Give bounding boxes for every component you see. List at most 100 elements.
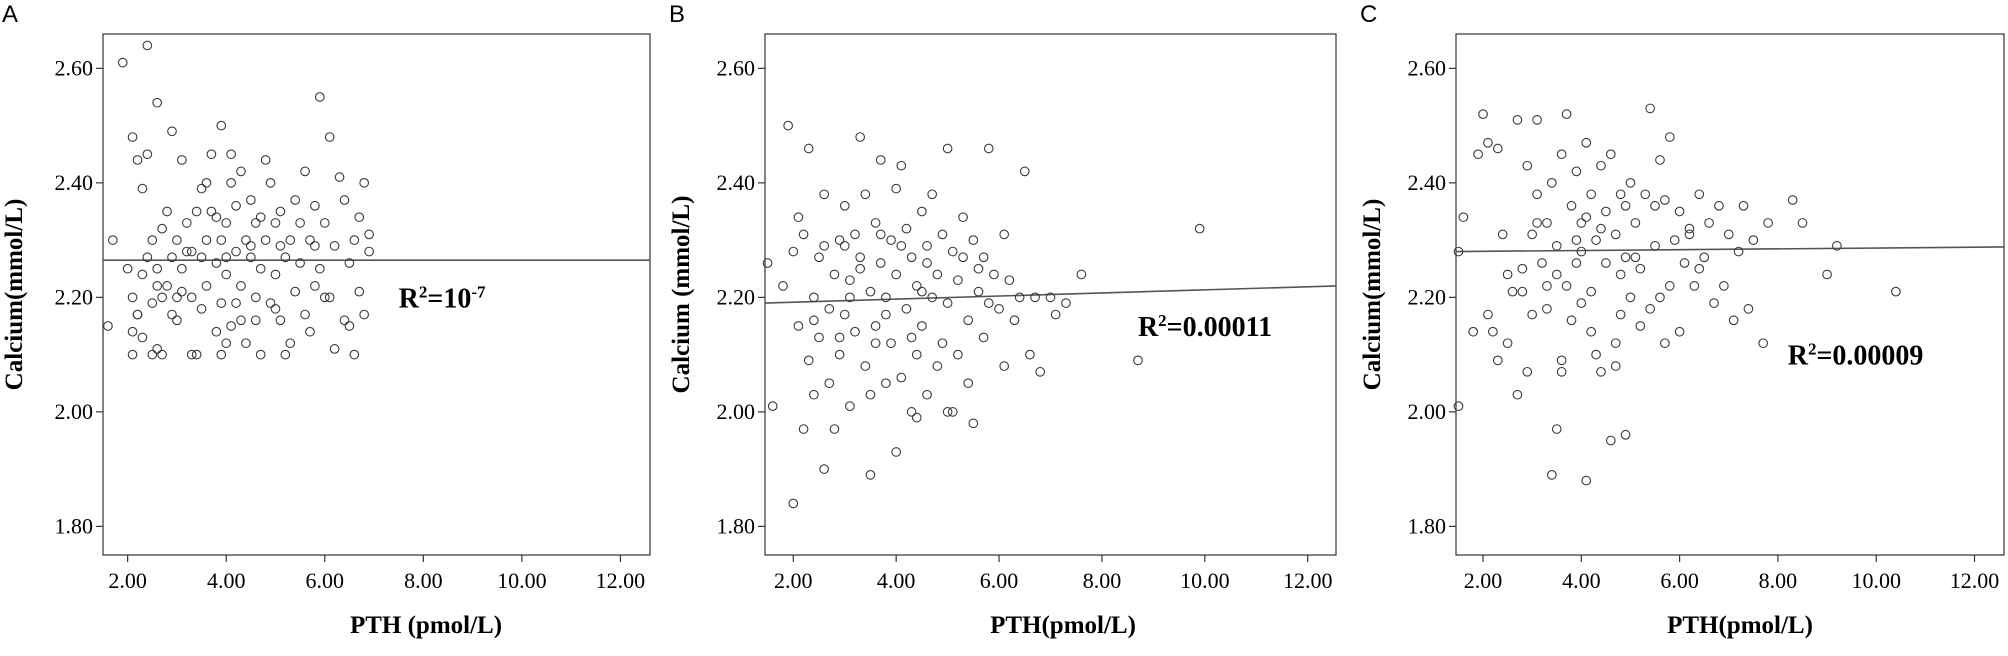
scatter-point [221, 218, 232, 228]
scatter-point [1694, 263, 1705, 274]
scatter-point [901, 303, 912, 314]
scatter-point [127, 132, 138, 142]
scatter-point [137, 332, 148, 343]
scatter-point [1591, 349, 1601, 360]
scatter-point [937, 338, 948, 349]
scatter-point [1542, 218, 1552, 228]
scatter-point [290, 286, 301, 297]
scatter-point [1502, 269, 1513, 280]
scatter-point [1551, 240, 1562, 251]
scatter-point [285, 338, 296, 349]
scatter-point [319, 218, 330, 228]
scatter-point [1615, 269, 1626, 280]
x-tick-label: 6.00 [1660, 568, 1699, 593]
scatter-point [783, 120, 793, 131]
scatter-point [324, 292, 335, 303]
scatter-point [1743, 303, 1754, 314]
scatter-point [1004, 275, 1015, 286]
scatter-point [1019, 166, 1030, 177]
scatter-point [1596, 223, 1606, 234]
scatter-point [1507, 286, 1518, 297]
scatter-point [1050, 309, 1061, 320]
scatter-point [1655, 155, 1665, 165]
scatter-point [216, 120, 227, 131]
scatter-point [122, 263, 133, 274]
scatter-point [1542, 303, 1552, 314]
scatter-point [767, 401, 778, 411]
x-tick-label: 10.00 [1180, 568, 1230, 593]
scatter-point [265, 178, 276, 188]
scatter-point [814, 252, 824, 263]
x-tick-label: 12.00 [1283, 568, 1333, 593]
y-tick-label: 1.80 [55, 513, 94, 538]
scatter-point [1488, 326, 1498, 337]
scatter-point [152, 344, 163, 354]
scatter-point [1551, 269, 1562, 280]
scatter-point [221, 252, 232, 263]
scatter-point [922, 258, 932, 268]
scatter-point [1630, 252, 1641, 263]
scatter-point [1763, 218, 1773, 228]
scatter-point [1704, 218, 1714, 228]
scatter-point [1674, 206, 1685, 217]
scatter-point [300, 309, 310, 320]
scatter-point [1566, 315, 1577, 326]
scatter-point [860, 189, 871, 200]
scatter-point [1664, 132, 1675, 142]
scatter-point [1581, 137, 1592, 148]
scatter-point [314, 92, 325, 102]
scatter-point [906, 407, 917, 417]
scatter-point [809, 315, 819, 326]
scatter-point [778, 281, 788, 291]
scatter-point [1512, 389, 1523, 400]
scatter-point [132, 309, 143, 320]
scatter-point [270, 303, 281, 314]
y-tick-label: 2.60 [1408, 55, 1447, 80]
scatter-point [1453, 246, 1464, 257]
scatter-point [255, 349, 266, 360]
scatter-point [891, 447, 902, 457]
scatter-point [221, 338, 232, 349]
x-tick-label: 8.00 [1083, 568, 1122, 593]
scatter-point [364, 246, 374, 257]
scatter-point [1537, 258, 1547, 268]
scatter-point [364, 229, 374, 240]
scatter-point [911, 281, 922, 291]
scatter-point [1822, 269, 1832, 280]
scatter-point [1532, 115, 1542, 125]
scatter-point [186, 246, 197, 257]
x-axis-title: PTH(pmol/L) [1667, 612, 1813, 639]
scatter-point [942, 407, 953, 417]
scatter-point [875, 229, 886, 240]
scatter-point [1522, 366, 1533, 377]
scatter-point [845, 275, 855, 286]
x-tick-label: 4.00 [877, 568, 916, 593]
scatter-point [839, 200, 850, 211]
scatter-point [344, 321, 355, 331]
scatter-point [1625, 178, 1636, 188]
scatter-point [1576, 246, 1587, 257]
scatter-point [855, 252, 866, 263]
panel-letter: A [2, 1, 18, 28]
scatter-point [917, 321, 927, 331]
scatter-point [788, 246, 799, 257]
scatter-point [206, 206, 217, 217]
scatter-point [270, 269, 281, 280]
scatter-point [1684, 229, 1695, 240]
scatter-point [1532, 218, 1542, 228]
scatter-point [359, 178, 370, 188]
scatter-point [1605, 149, 1616, 160]
scatter-point [947, 246, 958, 257]
scatter-point [762, 258, 773, 268]
scatter-point [1483, 137, 1493, 148]
scatter-point [886, 235, 896, 245]
scatter-point [181, 218, 192, 228]
scatter-point [275, 315, 286, 326]
scatter-point [1660, 338, 1670, 349]
scatter-point [108, 235, 118, 245]
scatter-point [922, 240, 932, 251]
scatter-point [881, 309, 891, 320]
scatter-point [324, 132, 335, 142]
scatter-point [927, 292, 938, 303]
x-axis-title: PTH (pmol/L) [350, 612, 502, 639]
